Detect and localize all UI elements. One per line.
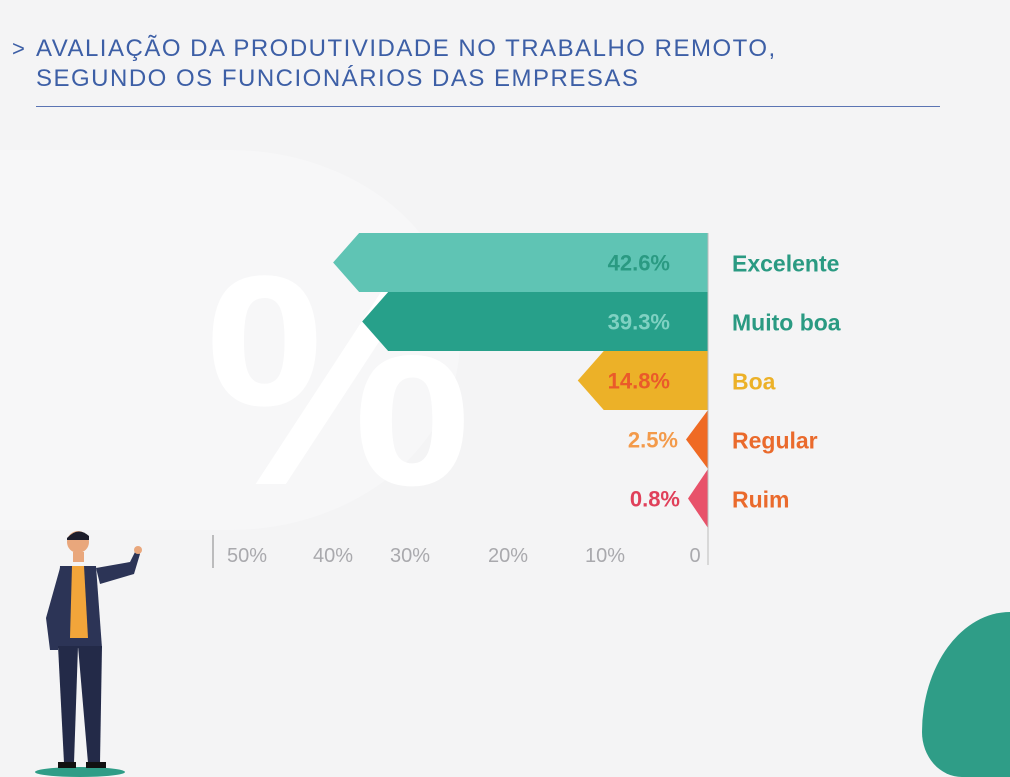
category-label: Boa [732,369,776,395]
bar-muito-boa [362,292,708,351]
bar-regular [686,410,708,469]
value-label: 0.8% [630,487,680,512]
x-tick-label: 10% [585,545,625,567]
x-tick-label: 40% [313,545,353,567]
category-label: Regular [732,428,818,454]
value-label: 39.3% [608,310,670,335]
bar-boa [577,351,708,410]
bar-ruim [688,469,708,528]
chevron-right-icon: > [12,36,27,61]
x-tick-label: 0 [689,545,700,567]
value-label: 14.8% [608,369,670,394]
x-tick-label: 20% [488,545,528,567]
x-tick-label: 50% [227,545,267,567]
title-line-2: SEGUNDO OS FUNCIONÁRIOS DAS EMPRESAS [36,65,640,92]
category-label: Ruim [732,487,790,513]
category-label: Muito boa [732,310,841,336]
title-divider [36,106,940,107]
bar-excelente [333,233,708,292]
value-label: 42.6% [608,251,670,276]
businessman-illustration [35,531,142,777]
title-line-1: AVALIAÇÃO DA PRODUTIVIDADE NO TRABALHO R… [36,35,777,62]
value-label: 2.5% [628,428,678,453]
category-label: Excelente [732,251,839,277]
x-tick-label: 30% [390,545,430,567]
